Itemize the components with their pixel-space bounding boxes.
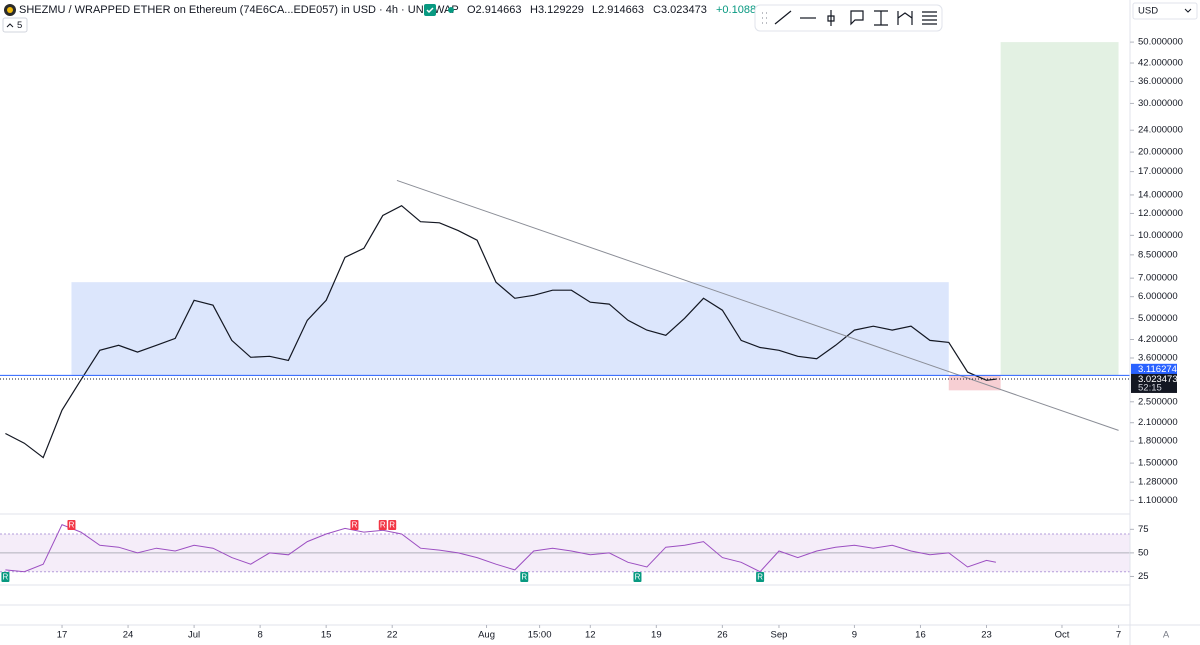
y-tick-label: 3.600000 — [1138, 353, 1178, 364]
rsi-signal — [1, 572, 10, 582]
market-dot — [448, 7, 454, 13]
status-check — [426, 7, 434, 14]
close-price-tag — [1131, 373, 1177, 393]
rsi-signal-label: R — [380, 521, 386, 530]
fib-tool[interactable] — [922, 11, 937, 25]
symbol-title[interactable]: SHEZMU / WRAPPED ETHER on Ethereum (74E6… — [19, 4, 459, 16]
x-tick-label: Sep — [771, 630, 788, 641]
currency-label: USD — [1138, 6, 1158, 17]
entry-price-label: 3.116274 — [1138, 364, 1177, 375]
rsi-signal-label: R — [3, 573, 9, 582]
x-tick-label: 22 — [387, 630, 398, 641]
x-tick-label: Jul — [188, 630, 200, 641]
chevron — [6, 23, 14, 28]
rsi-signal — [67, 520, 76, 530]
rsi-signal — [520, 572, 529, 582]
indicator-toggle[interactable] — [2, 17, 28, 33]
rsi-signal — [378, 520, 387, 530]
y-tick-label: 4.200000 — [1138, 334, 1178, 345]
rsi-signal-label: R — [352, 521, 358, 530]
rsi-signal-label: R — [521, 573, 527, 582]
y-tick-label: 1.280000 — [1138, 477, 1178, 488]
y-tick-label: 1.800000 — [1138, 436, 1178, 447]
y-tick-label: 5.000000 — [1138, 313, 1178, 324]
drag-handle[interactable] — [762, 12, 767, 24]
rsi-signal-label: R — [69, 521, 75, 530]
ohlc-low: L2.914663 — [592, 4, 644, 16]
x-tick-label: 9 — [852, 630, 857, 641]
y-tick-label: 1.500000 — [1138, 458, 1178, 469]
y-tick-label: 8.500000 — [1138, 249, 1178, 260]
entry-price-tag — [1131, 363, 1177, 375]
token-logo — [7, 7, 13, 13]
y-tick-label: 12.000000 — [1138, 208, 1183, 219]
x-tick-label: 19 — [651, 630, 662, 641]
stop-zone — [948, 375, 1001, 391]
trendline — [396, 179, 1119, 431]
rsi-signal — [388, 520, 397, 530]
y-tick-label: 6.000000 — [1138, 291, 1178, 302]
y-tick-label: 42.000000 — [1138, 58, 1183, 69]
rsi-signal-label: R — [757, 573, 763, 582]
rsi-line — [5, 523, 996, 573]
x-tick-label: 8 — [257, 630, 262, 641]
x-tick-label: 15:00 — [528, 630, 552, 641]
note-tool[interactable] — [850, 10, 864, 26]
x-tick-label: 7 — [1116, 630, 1121, 641]
y-tick-label: 2.100000 — [1138, 417, 1178, 428]
y-tick-label: 17.000000 — [1138, 166, 1183, 177]
y-tick-label: 50.000000 — [1138, 37, 1183, 48]
y-tick-label: 20.000000 — [1138, 147, 1183, 158]
y-tick-label: 36.000000 — [1138, 76, 1183, 87]
x-tick-label: 23 — [981, 630, 992, 641]
bar-countdown: 52:15 — [1138, 382, 1162, 393]
x-tick-label: 17 — [57, 630, 68, 641]
x-tick-label: 16 — [915, 630, 926, 641]
y-tick-label: 25 — [1138, 571, 1149, 582]
y-tick-label: 24.000000 — [1138, 125, 1183, 136]
x-tick-label: Oct — [1055, 630, 1070, 641]
price-line — [5, 204, 996, 459]
y-tick-label: 50 — [1138, 547, 1149, 558]
pattern-tool[interactable] — [897, 11, 913, 25]
y-tick-label: 75 — [1138, 524, 1149, 535]
y-tick-label: 14.000000 — [1138, 189, 1183, 200]
vertical-tool[interactable] — [827, 10, 835, 26]
y-tick-label: 10.000000 — [1138, 230, 1183, 241]
y-tick-label: 1.100000 — [1138, 495, 1178, 506]
drawing-toolbar — [754, 4, 943, 32]
close-price-label: 3.023473 — [1138, 374, 1178, 385]
indicator-count: 5 — [17, 20, 22, 31]
ohlc-open: O2.914663 — [467, 4, 521, 16]
rsi-signal — [633, 572, 642, 582]
ohlc-close: C3.023473 — [653, 4, 707, 16]
currency-select[interactable] — [1132, 2, 1198, 20]
rsi-signal — [756, 572, 765, 582]
x-tick-label: 26 — [717, 630, 728, 641]
target-zone — [1000, 42, 1119, 376]
rsi-signal-label: R — [389, 521, 395, 530]
rsi-signal — [350, 520, 359, 530]
y-tick-label: 7.000000 — [1138, 273, 1178, 284]
y-tick-label: 30.000000 — [1138, 98, 1183, 109]
chevron — [1184, 8, 1192, 13]
x-tick-label: 15 — [321, 630, 332, 641]
toolbar — [754, 4, 943, 32]
ohlc-high: H3.129229 — [530, 4, 584, 16]
x-tick-label: 12 — [585, 630, 596, 641]
y-tick-label: 2.500000 — [1138, 396, 1178, 407]
x-tick-label: 24 — [123, 630, 134, 641]
rsi-signal-label: R — [635, 573, 641, 582]
auto-scale[interactable]: A — [1163, 630, 1170, 641]
range-zone — [71, 282, 949, 376]
x-tick-label: Aug — [478, 630, 495, 641]
plot-area: RR R R RR R R — [0, 42, 1130, 582]
trend-line-tool[interactable] — [774, 10, 792, 25]
text-tool[interactable] — [874, 10, 888, 26]
